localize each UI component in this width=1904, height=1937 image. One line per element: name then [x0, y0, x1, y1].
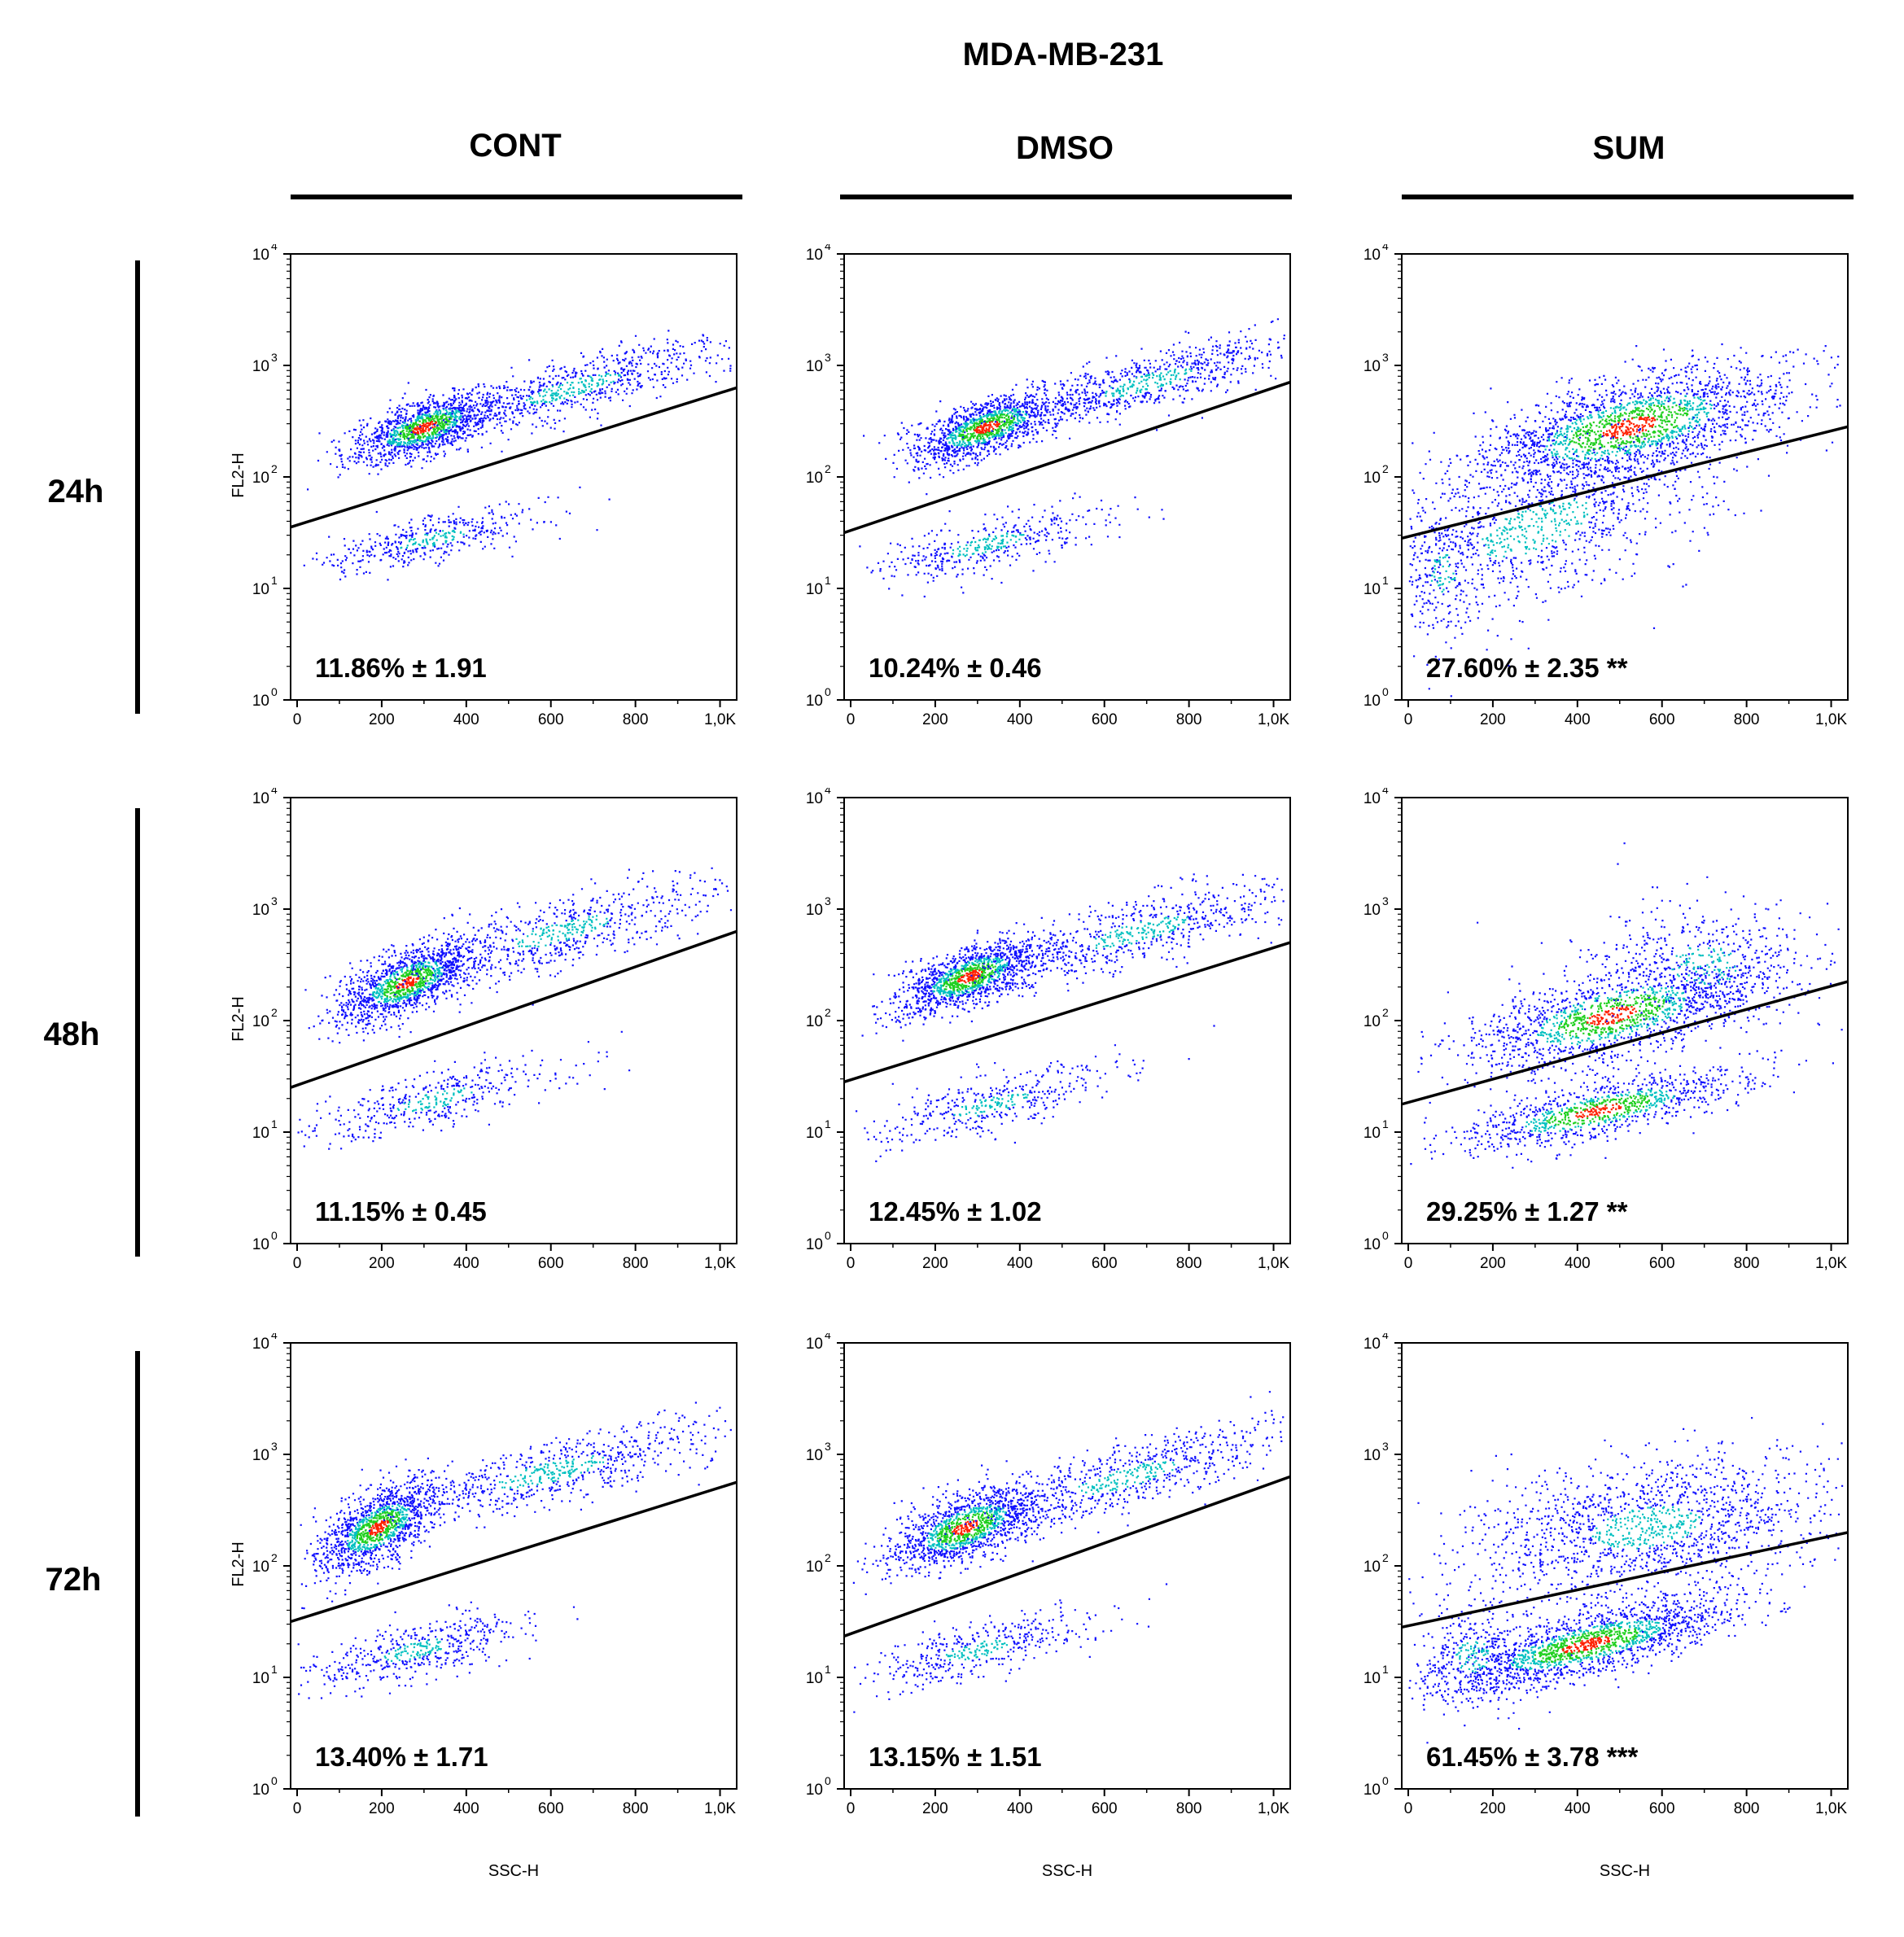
x-axis-label-cont: SSC-H	[488, 1862, 539, 1880]
x-axis-label-dmso: SSC-H	[1042, 1862, 1092, 1880]
column-header-dmso: DMSO	[1016, 130, 1114, 166]
column-bar-dmso	[840, 195, 1292, 199]
column-bar-sum	[1402, 195, 1854, 199]
column-header-sum: SUM	[1593, 130, 1665, 166]
row-bar-24h	[135, 260, 140, 714]
column-header-cont: CONT	[469, 128, 561, 164]
row-bar-48h	[135, 808, 140, 1257]
row-bar-72h	[135, 1351, 140, 1817]
row-label-24h: 24h	[48, 474, 104, 509]
figure-title: MDA-MB-231	[963, 37, 1164, 72]
column-bar-cont	[291, 195, 742, 199]
x-axis-label-sum: SSC-H	[1600, 1862, 1650, 1880]
row-label-48h: 48h	[44, 1017, 100, 1052]
row-label-72h: 72h	[46, 1562, 102, 1598]
